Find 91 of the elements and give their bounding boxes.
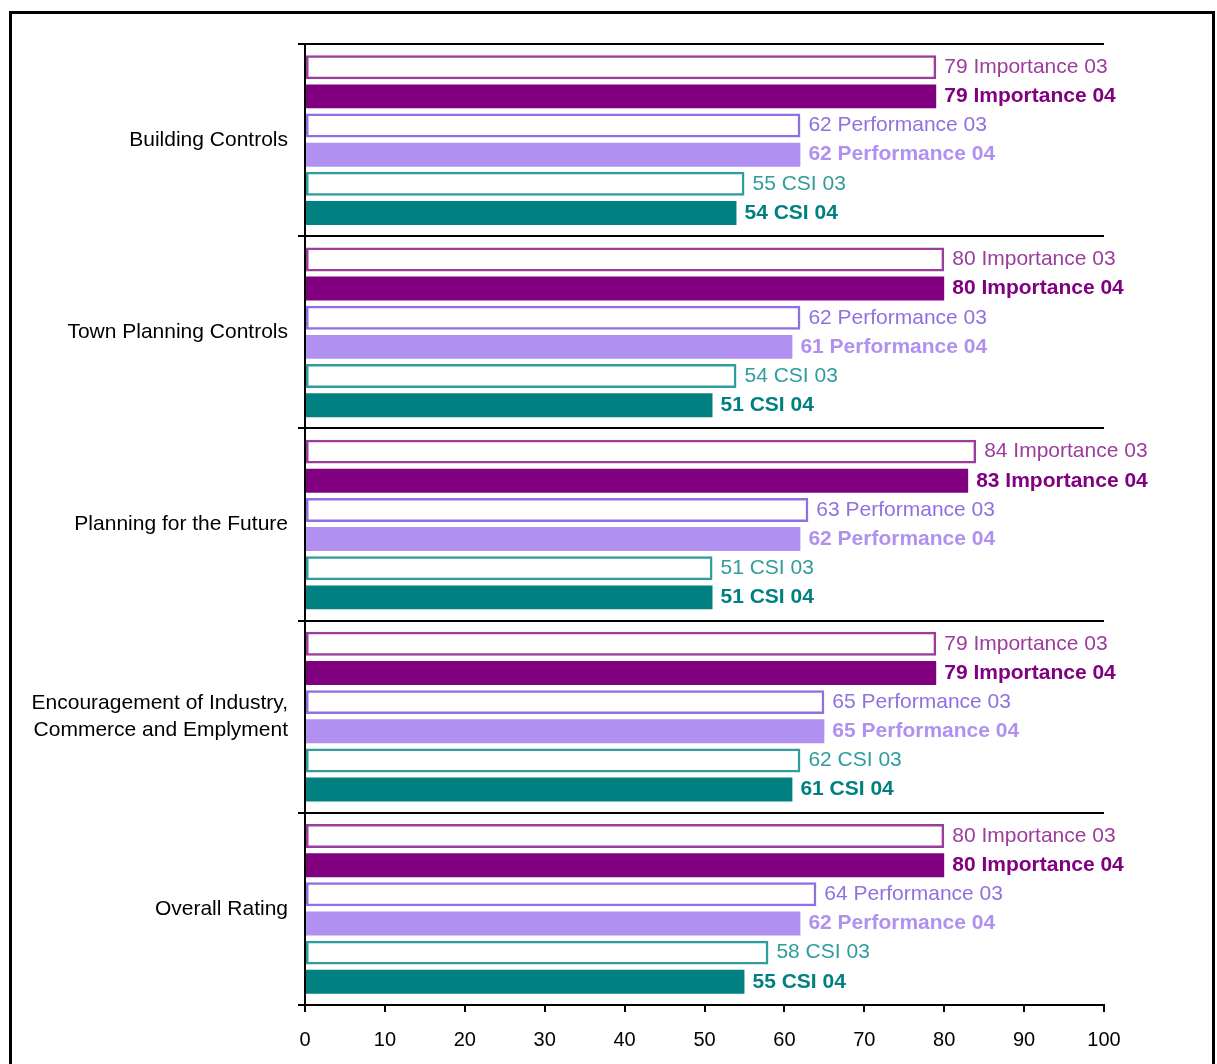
data-label: 84 [984,438,1008,462]
text: Importance 03 [981,246,1116,270]
text: Importance 04 [1005,467,1148,491]
y-tick-label: Planning for the Future [74,511,288,535]
data-label: 51 [720,555,744,579]
data-label: 80 [952,851,976,875]
bar [306,527,801,552]
bar [306,911,801,936]
x-tick-label: 50 [693,1027,716,1050]
data-label: 79 [944,630,968,654]
bar [306,276,945,301]
text: CSI 04 [781,968,846,992]
data-label: 51 [720,391,745,415]
data-label: 65 [832,718,857,742]
x-tick-label: 90 [1012,1027,1036,1050]
text: Performance 04 [837,525,996,549]
text: CSI 03 [805,939,870,963]
data-label: 83 [976,467,1000,491]
data-label: 51 [720,584,745,608]
y-tick-label: Building Controls [129,126,288,150]
text: Importance 04 [981,275,1124,299]
series-label: CSI 03 [781,170,846,194]
x-tick-label: 100 [1087,1027,1121,1050]
data-label: 80 [952,246,976,270]
data-label: 62 [808,304,832,328]
series-label: Performance 03 [845,496,995,520]
data-label: 62 [808,141,832,165]
data-label: 63 [816,496,840,520]
data-label: 65 [832,688,856,712]
text: Importance 04 [973,659,1116,683]
bar [306,84,937,109]
data-label: 58 [776,939,800,963]
data-label: 80 [952,275,976,299]
data-label: 80 [952,822,976,846]
bar [306,969,745,994]
data-label: 79 [944,659,968,683]
text: CSI 03 [749,555,814,579]
text: Importance 03 [1013,438,1148,462]
text: Performance 03 [861,688,1011,712]
x-tick-label: 0 [299,1027,311,1050]
text: Importance 03 [981,822,1116,846]
data-label: 61 [800,776,825,800]
x-tick-label: 30 [533,1027,556,1050]
y-tick-label: Overall Rating [154,895,288,919]
data-label: 61 [800,333,825,357]
data-label: 55 [752,170,776,194]
text: CSI 04 [749,391,814,415]
data-label: 62 [808,112,832,136]
text: CSI 03 [773,362,838,386]
data-label: 79 [944,83,968,107]
data-label: 54 [744,199,769,223]
bar [306,719,825,744]
bar [306,777,793,802]
x-tick-label: 20 [453,1027,476,1050]
x-tick-label: 40 [613,1027,636,1050]
x-tick-label: 80 [933,1027,956,1050]
series-label: Performance 04 [861,718,1020,742]
data-label: 62 [808,525,832,549]
text: Performance 04 [837,910,996,934]
data-label: 55 [752,968,777,992]
series-label: Importance 04 [973,83,1117,107]
text: CSI 04 [829,776,894,800]
data-label: 64 [824,881,849,905]
text: Importance 04 [981,851,1124,875]
x-tick-label: 60 [773,1027,796,1050]
text: Performance 04 [829,333,988,357]
data-label: 62 [808,747,832,771]
bar [306,334,793,359]
y-tick-label: Encouragement of Industry, Commerce and Emplyment [31,689,289,741]
text: Performance 03 [853,881,1003,905]
x-tick-label: 70 [853,1027,876,1050]
series-label: Importance 03 [973,54,1108,78]
text: CSI 04 [749,584,814,608]
text: Performance 04 [837,141,996,165]
data-label: 62 [808,910,832,934]
series-label: CSI 04 [773,199,839,223]
bar [306,853,945,878]
x-tick-label: 10 [373,1027,397,1050]
text: Performance 03 [837,112,987,136]
text: Importance 03 [973,630,1108,654]
data-label: 79 [944,54,968,78]
bar [306,661,937,685]
bar [306,468,969,493]
data-label: 54 [744,362,769,386]
bar [306,393,713,418]
bar [306,585,713,610]
text: CSI 03 [837,747,902,771]
bar [306,142,801,167]
bar [306,201,737,225]
text: Performance 03 [837,304,987,328]
y-tick-label: Town Planning Controls [67,319,288,343]
